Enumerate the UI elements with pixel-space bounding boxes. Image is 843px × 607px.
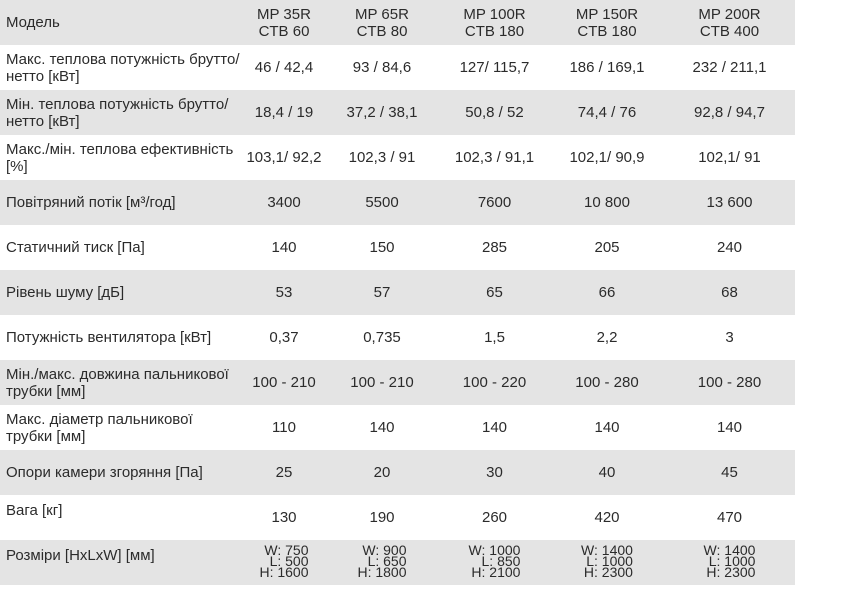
table-cell: 66 xyxy=(550,270,664,315)
table-cell: 102,1/ 90,9 xyxy=(569,149,645,166)
table-cell: 57 xyxy=(325,270,439,315)
table-row: Опори камери згоряння [Па] 25 20 30 40 4… xyxy=(0,450,795,495)
row-label: Макс./мін. теплова ефективність [%] xyxy=(6,140,234,175)
dimensions-row: Розміри [HxLxW] [мм] W: 750 L: 500 H: 1600… xyxy=(0,540,795,585)
table-row: Рівень шуму [дБ] 53 57 65 66 68 xyxy=(0,270,795,315)
table-cell: 100 - 210 xyxy=(325,360,439,405)
row-label: Статичний тиск [Па] xyxy=(6,239,145,256)
table-cell: 5500 xyxy=(325,180,439,225)
table-row: Макс. діаметр пальникової трубки [мм] 11… xyxy=(0,405,795,450)
table-row: Статичний тиск [Па] 140 150 285 205 240 xyxy=(0,225,795,270)
table-cell: 3400 xyxy=(243,180,325,225)
table-cell: 37,2 / 38,1 xyxy=(325,90,439,135)
row-label: Мін. теплова потужність брутто/нетто [кВ… xyxy=(0,90,243,135)
table-cell: 140 xyxy=(594,419,620,436)
table-cell: 150 xyxy=(369,239,395,256)
table-cell: 260 xyxy=(481,509,508,526)
row-label: Опори камери згоряння [Па] xyxy=(0,450,243,495)
table-cell: 13 600 xyxy=(664,180,795,225)
table-cell: 140 xyxy=(271,239,297,256)
table-cell: 100 - 220 xyxy=(439,360,550,405)
row-label: Рівень шуму [дБ] xyxy=(0,270,243,315)
model-header: MP 150R CTB 180 xyxy=(550,0,664,45)
table-row: Мін./макс. довжина пальникової трубки [м… xyxy=(0,360,795,405)
table-cell: 46 / 42,4 xyxy=(254,59,314,76)
table-cell: 140 xyxy=(481,419,508,436)
header-row: Модель MP 35R CTB 60 MP 65R CTB 80 MP 100R… xyxy=(0,0,795,45)
table-cell: 3 xyxy=(725,329,734,346)
dimensions-cell: W: 1400 L: 1000 H: 2300 xyxy=(664,540,795,585)
row-label: Мін./макс. довжина пальникової трубки [м… xyxy=(0,360,243,405)
row-label: Потужність вентилятора [кВт] xyxy=(6,329,212,346)
model-header: MP 65R CTB 80 xyxy=(325,0,439,45)
model-header: MP 100R CTB 180 xyxy=(439,0,550,45)
table-cell: 100 - 210 xyxy=(243,360,325,405)
dimensions-cell: W: 900 L: 650 H: 1800 xyxy=(325,540,439,585)
table-cell: 190 xyxy=(369,509,395,526)
table-cell: 30 xyxy=(439,450,550,495)
table-cell: 420 xyxy=(594,509,620,526)
table-cell: 53 xyxy=(243,270,325,315)
dimensions-cell: W: 1000 L: 850 H: 2100 xyxy=(439,540,550,585)
dimensions-cell: W: 750 L: 500 H: 1600 xyxy=(243,540,325,585)
table-cell: 100 - 280 xyxy=(664,360,795,405)
table-cell: 103,1/ 92,2 xyxy=(246,149,322,166)
row-label: Макс. діаметр пальникової трубки [мм] xyxy=(6,410,193,445)
table-cell: 40 xyxy=(550,450,664,495)
table-cell: 470 xyxy=(716,509,743,526)
table-cell: 25 xyxy=(243,450,325,495)
row-label: Розміри [HxLxW] [мм] xyxy=(0,540,243,585)
table-row: Вага [кг] 130 190 260 420 470 xyxy=(0,495,795,540)
table-row: Мін. теплова потужність брутто/нетто [кВ… xyxy=(0,90,795,135)
table-cell: 2,2 xyxy=(596,329,618,346)
row-label: Макс. теплова потужність брутто/нетто [к… xyxy=(6,50,240,85)
row-label: Повітряний потік [м³/год] xyxy=(0,180,243,225)
table-cell: 65 xyxy=(439,270,550,315)
table-cell: 285 xyxy=(481,239,508,256)
row-label: Вага [кг] xyxy=(6,502,63,519)
table-cell: 140 xyxy=(369,419,395,436)
table-cell: 50,8 / 52 xyxy=(439,90,550,135)
table-cell: 45 xyxy=(664,450,795,495)
table-cell: 74,4 / 76 xyxy=(550,90,664,135)
table-cell: 205 xyxy=(594,239,620,256)
table-row: Макс. теплова потужність брутто/нетто [к… xyxy=(0,45,795,90)
table-row: Макс./мін. теплова ефективність [%] 103,… xyxy=(0,135,795,180)
table-cell: 0,735 xyxy=(363,329,401,346)
spec-table: Модель MP 35R CTB 60 MP 65R CTB 80 MP 100R… xyxy=(0,0,795,585)
table-cell: 7600 xyxy=(439,180,550,225)
table-cell: 130 xyxy=(271,509,297,526)
table-cell: 186 / 169,1 xyxy=(569,59,645,76)
table-cell: 240 xyxy=(716,239,743,256)
model-header: MP 35R CTB 60 xyxy=(243,0,325,45)
table-row: Повітряний потік [м³/год] 3400 5500 7600… xyxy=(0,180,795,225)
table-cell: 232 / 211,1 xyxy=(692,59,767,76)
table-cell: 102,3 / 91 xyxy=(348,149,416,166)
table-cell: 0,37 xyxy=(269,329,299,346)
table-cell: 20 xyxy=(325,450,439,495)
table-cell: 93 / 84,6 xyxy=(352,59,412,76)
table-cell: 92,8 / 94,7 xyxy=(664,90,795,135)
table-cell: 10 800 xyxy=(550,180,664,225)
header-label: Модель xyxy=(0,0,243,45)
table-cell: 102,1/ 91 xyxy=(698,149,761,166)
table-cell: 102,3 / 91,1 xyxy=(454,149,535,166)
dimensions-cell: W: 1400 L: 1000 H: 2300 xyxy=(550,540,664,585)
table-cell: 140 xyxy=(716,419,743,436)
model-header: MP 200R CTB 400 xyxy=(664,0,795,45)
table-cell: 127/ 115,7 xyxy=(459,59,530,76)
table-cell: 110 xyxy=(272,419,296,436)
table-row: Потужність вентилятора [кВт] 0,37 0,735 … xyxy=(0,315,795,360)
table-cell: 100 - 280 xyxy=(550,360,664,405)
table-cell: 1,5 xyxy=(484,329,505,346)
table-cell: 68 xyxy=(664,270,795,315)
table-cell: 18,4 / 19 xyxy=(243,90,325,135)
